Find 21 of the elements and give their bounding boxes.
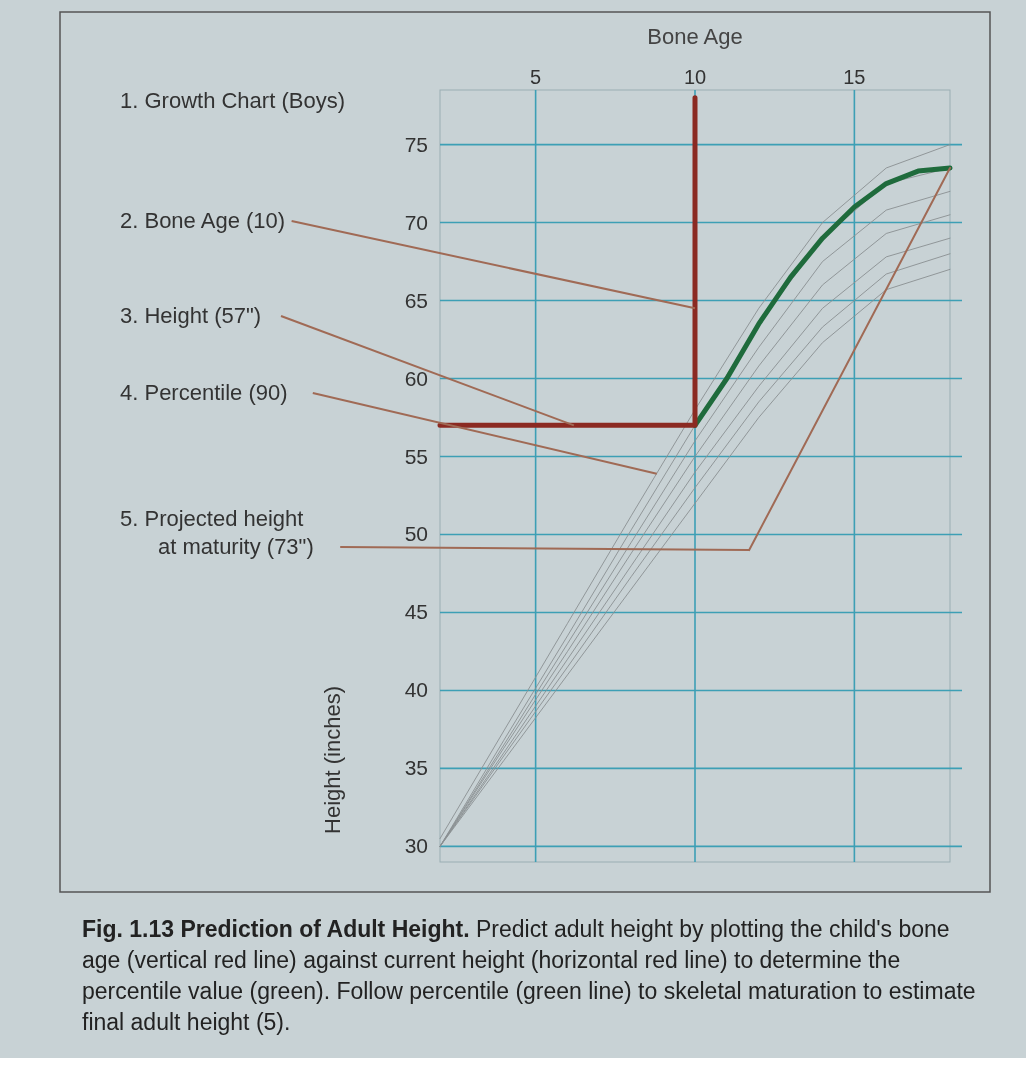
x-tick-label: 15: [843, 66, 866, 88]
text: 1. Growth Chart (Boys): [120, 88, 345, 113]
annotation: 5. Projected height at maturity (73"): [120, 506, 314, 559]
y-tick-label: 45: [404, 600, 428, 624]
x-tick-label: 10: [683, 66, 707, 88]
y-tick-label: 30: [404, 834, 428, 858]
y-tick-label: 35: [404, 756, 428, 780]
text: Fig. 1.13 Prediction of Adult Height.: [82, 916, 470, 942]
y-tick-label: 60: [404, 366, 428, 390]
annotation: 3. Height (57"): [120, 303, 262, 328]
y-tick-label: 55: [404, 444, 428, 468]
y-tick-label: 40: [404, 678, 428, 702]
annotation: 4. Percentile (90): [120, 380, 288, 405]
y-tick-label: 75: [404, 132, 428, 156]
x-axis-title: Bone Age: [647, 24, 743, 49]
y-tick-label: 50: [404, 522, 428, 546]
y-tick-label: 70: [404, 210, 428, 234]
y-tick-label: 65: [404, 288, 428, 312]
y-axis-title: Height (inches): [320, 686, 345, 834]
x-tick-label: 5: [530, 66, 542, 88]
annotation: 2. Bone Age (10): [120, 208, 286, 233]
